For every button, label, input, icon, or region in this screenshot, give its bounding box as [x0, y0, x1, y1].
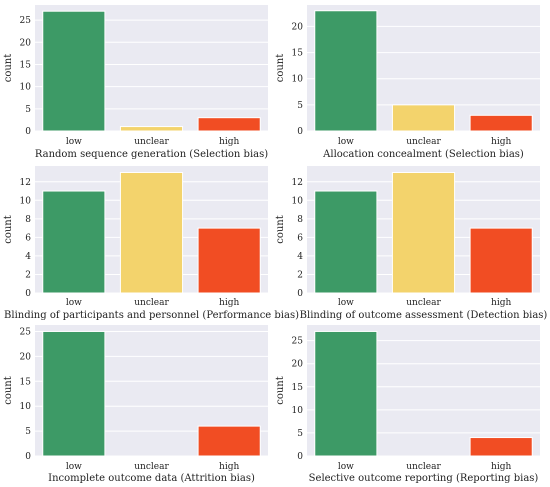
y-tick-label: 10: [292, 75, 304, 85]
y-tick-label: 5: [297, 429, 303, 439]
x-tick-label-high: high: [491, 298, 511, 308]
y-axis-label: count: [275, 54, 286, 83]
bar-low: [314, 330, 378, 457]
bar-high: [469, 227, 533, 294]
y-tick-label: 12: [292, 178, 303, 188]
x-tick-label-unclear: unclear: [134, 462, 169, 472]
y-tick-label: 2: [25, 270, 31, 280]
x-tick-label-high: high: [491, 137, 511, 147]
x-tick-label-unclear: unclear: [134, 298, 169, 308]
y-tick-label: 5: [297, 101, 303, 111]
y-tick-label: 25: [292, 337, 304, 347]
chart-panel-2: 0 5 10 15 20 low unclear high Allocation conceal…: [275, 5, 540, 160]
x-axis-label: Allocation concealment (Selection bias): [322, 149, 524, 160]
bar-unclear: [119, 126, 184, 132]
x-tick-label-low: low: [338, 137, 354, 147]
y-axis-label: count: [275, 215, 286, 244]
y-tick-label: 2: [297, 270, 303, 280]
x-axis-label: Blinding of outcome assessment (Detectio…: [300, 310, 548, 321]
bar-low: [314, 10, 378, 132]
bar-unclear: [391, 104, 456, 132]
bar-low: [42, 190, 106, 294]
x-tick-label-high: high: [219, 462, 239, 472]
y-tick-label: 0: [25, 452, 31, 462]
y-tick-label: 15: [20, 60, 32, 70]
bar-low: [42, 10, 106, 132]
y-tick-label: 15: [20, 377, 32, 387]
x-tick-label-unclear: unclear: [406, 462, 441, 472]
x-tick-label-high: high: [491, 462, 511, 472]
y-tick-label: 4: [297, 252, 303, 262]
y-tick-label: 10: [20, 402, 32, 412]
y-tick-label: 20: [20, 352, 32, 362]
y-tick-label: 6: [297, 233, 303, 243]
bar-high: [469, 437, 533, 457]
x-tick-label-low: low: [338, 298, 354, 308]
y-tick-label: 20: [292, 22, 304, 32]
x-tick-label-low: low: [66, 298, 82, 308]
bar-high: [197, 227, 261, 294]
y-tick-label: 4: [25, 252, 31, 262]
bar-low: [314, 190, 378, 294]
y-tick-label: 8: [297, 215, 303, 225]
y-tick-label: 0: [297, 452, 303, 462]
y-tick-label: 10: [20, 83, 32, 93]
x-tick-label-low: low: [66, 462, 82, 472]
bar-high: [197, 117, 261, 132]
y-tick-label: 0: [25, 127, 31, 137]
bar-unclear: [119, 171, 184, 294]
y-tick-label: 0: [297, 127, 303, 137]
y-tick-label: 20: [20, 38, 32, 48]
chart-panel-4: 0 2 4 6 8 10 12 low unclear high Blinding of outco…: [275, 166, 547, 321]
x-axis-label: Selective outcome reporting (Reporting b…: [309, 473, 539, 484]
bar-high: [197, 425, 261, 457]
chart-panel-1: 0 5 10 15 20 25 low unclear high Random sequence …: [3, 5, 268, 160]
y-tick-label: 10: [292, 406, 304, 416]
y-axis-label: count: [3, 215, 14, 244]
x-axis-label: Random sequence generation (Selection bi…: [35, 149, 268, 160]
y-tick-label: 20: [292, 360, 304, 370]
x-tick-label-low: low: [66, 137, 82, 147]
x-axis-label: Incomplete outcome data (Attrition bias): [48, 473, 255, 484]
bar-high: [469, 114, 533, 132]
bar-low: [42, 330, 106, 457]
chart-panel-3: 0 2 4 6 8 10 12 low unclear high Blinding of parti…: [3, 166, 299, 321]
x-tick-label-high: high: [219, 298, 239, 308]
x-tick-label-low: low: [338, 462, 354, 472]
y-tick-label: 25: [20, 16, 32, 26]
y-axis-label: count: [275, 376, 286, 405]
y-tick-label: 0: [25, 289, 31, 299]
y-axis-label: count: [3, 54, 14, 83]
x-tick-label-unclear: unclear: [406, 137, 441, 147]
y-tick-label: 5: [25, 105, 31, 115]
y-tick-label: 15: [292, 49, 304, 59]
y-tick-label: 5: [25, 427, 31, 437]
y-axis-label: count: [3, 376, 14, 405]
x-axis-label: Blinding of participants and personnel (…: [4, 310, 299, 321]
y-tick-label: 25: [20, 327, 32, 337]
y-tick-label: 10: [20, 196, 32, 206]
y-tick-label: 8: [25, 215, 31, 225]
y-tick-label: 12: [20, 178, 31, 188]
y-tick-label: 6: [25, 233, 31, 243]
x-tick-label-unclear: unclear: [134, 137, 169, 147]
y-tick-label: 15: [292, 383, 304, 393]
y-tick-label: 0: [297, 289, 303, 299]
bar-unclear: [391, 171, 456, 294]
x-tick-label-high: high: [219, 137, 239, 147]
x-tick-label-unclear: unclear: [406, 298, 441, 308]
y-tick-label: 10: [292, 196, 304, 206]
